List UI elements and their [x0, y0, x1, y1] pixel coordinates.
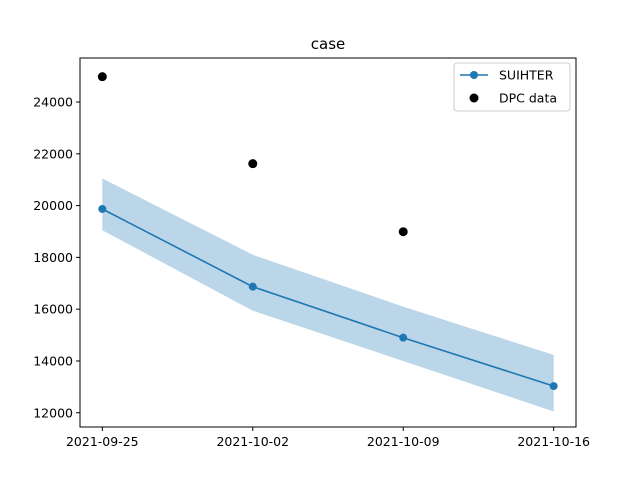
x-axis: 2021-09-25 2021-10-02 2021-10-09 2021-10-16 — [66, 427, 590, 449]
y-axis: 12000 14000 16000 18000 20000 22000 24000 — [33, 95, 80, 420]
y-tick-label: 22000 — [33, 146, 73, 161]
series-point — [549, 382, 558, 391]
y-tick-label: 18000 — [33, 250, 73, 265]
y-tick-label: 20000 — [33, 198, 73, 213]
legend-label: SUIHTER — [499, 68, 554, 83]
data-point — [97, 72, 107, 82]
data-point — [248, 159, 258, 169]
legend: SUIHTER DPC data — [453, 62, 571, 112]
series-line-layer — [101, 208, 554, 387]
series-point-layer — [97, 72, 558, 391]
plot-frame — [79, 57, 577, 428]
legend-marker-swatch — [470, 71, 478, 79]
series-point — [98, 204, 107, 213]
data-point — [398, 227, 408, 237]
y-tick-label: 24000 — [33, 95, 73, 110]
legend-marker-swatch — [469, 93, 479, 103]
y-tick-label: 16000 — [33, 302, 73, 317]
x-tick-label: 2021-10-09 — [367, 434, 440, 449]
confidence-band — [102, 178, 554, 412]
confidence-band-layer — [102, 178, 554, 412]
x-tick-label: 2021-09-25 — [66, 434, 139, 449]
series-line — [101, 208, 554, 387]
y-tick-label: 12000 — [33, 405, 73, 420]
series-point — [248, 282, 257, 291]
x-tick-label: 2021-10-16 — [517, 434, 590, 449]
legend-label: DPC data — [499, 91, 557, 106]
x-tick-label: 2021-10-02 — [216, 434, 289, 449]
y-tick-label: 14000 — [33, 353, 73, 368]
chart-title: case — [311, 35, 345, 53]
series-point — [399, 333, 408, 342]
